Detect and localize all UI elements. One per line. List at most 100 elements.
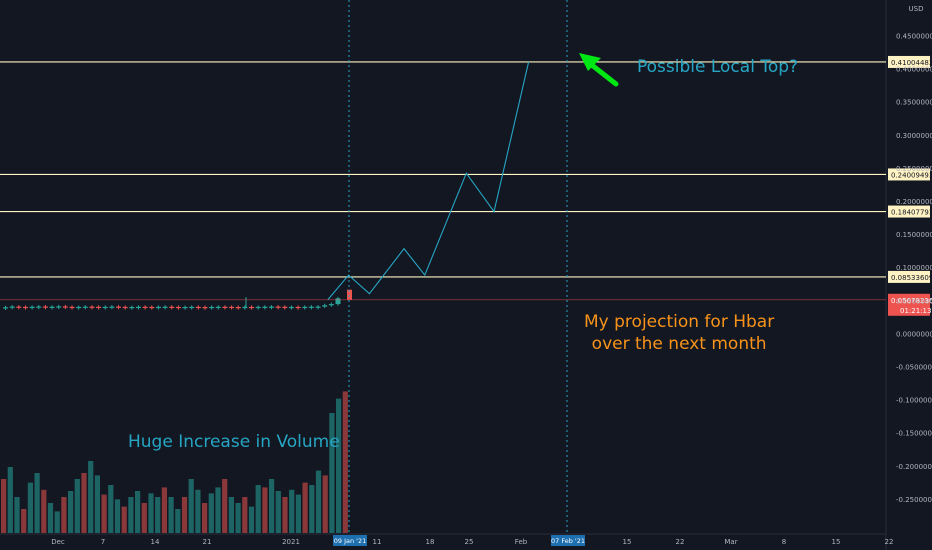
arrow-head	[579, 53, 601, 71]
x-tick-label: 22	[885, 538, 894, 546]
volume-bar	[21, 509, 27, 533]
candle	[82, 306, 88, 308]
volume-bar	[248, 506, 255, 533]
candle	[322, 305, 328, 307]
candle	[155, 306, 161, 309]
candle	[129, 306, 135, 309]
candle	[249, 306, 255, 309]
volume-bar	[228, 497, 234, 533]
currency-label: USD	[909, 5, 924, 13]
candle	[89, 306, 95, 308]
x-tick-label: 14	[151, 538, 160, 546]
volume-bar	[47, 503, 54, 533]
volume-bar	[309, 485, 315, 533]
candles	[3, 289, 352, 310]
candle	[275, 306, 281, 308]
candle	[149, 306, 155, 309]
annotation-volume: Huge Increase in Volume	[128, 432, 340, 452]
x-tick-label: 15	[623, 538, 632, 546]
candle	[102, 306, 108, 309]
candle	[302, 306, 308, 309]
candle	[255, 306, 261, 309]
volume-bar	[202, 503, 208, 533]
candle	[195, 306, 201, 309]
volume-bar	[315, 470, 322, 533]
candle	[189, 306, 195, 309]
candle	[269, 306, 274, 308]
current-price-label-bg	[888, 293, 930, 316]
x-tick-label: Dec	[51, 538, 65, 546]
candle	[42, 306, 48, 308]
volume-bar	[88, 461, 94, 533]
candle	[16, 306, 22, 308]
candle	[49, 306, 55, 308]
volume-bar	[302, 482, 308, 533]
volume-bar	[242, 497, 248, 533]
projection-path[interactable]	[327, 61, 530, 300]
time-axis[interactable]: Dec 7 14 21 2021 11 18 25 Feb 15 22 Mar 8 15 22	[51, 538, 893, 546]
volume-bar	[289, 489, 295, 533]
candle	[182, 306, 188, 309]
volume-bar	[61, 497, 67, 533]
x-tick-label: Feb	[515, 538, 528, 546]
candle	[9, 306, 15, 308]
candle	[215, 306, 221, 308]
current-price-label: 0.05078236	[891, 297, 932, 305]
x-tick-label: 7	[101, 538, 105, 546]
volume-bar	[121, 506, 127, 533]
date-marker-label-bg	[551, 535, 585, 546]
x-tick-label: 11	[373, 538, 382, 546]
candle	[335, 298, 341, 305]
volume-bar	[14, 497, 20, 533]
x-tick-label: 25	[465, 538, 474, 546]
annotation-projection: My projection for Hbar over the next mon…	[584, 311, 774, 355]
volume-bar	[168, 497, 174, 533]
candle	[347, 289, 352, 300]
horizontal-levels[interactable]: 0.41004483 0.24009493 0.18407793 0.08533609…	[0, 55, 932, 316]
volume-bar	[135, 491, 141, 533]
volume-bar	[7, 467, 13, 533]
volume-bar	[342, 391, 348, 533]
volume-bar	[128, 497, 134, 533]
candle	[209, 306, 215, 309]
vertical-markers: 09 Jan '21 07 Feb '21	[333, 0, 585, 546]
candle	[62, 306, 68, 308]
candle	[282, 306, 288, 308]
volume-bar	[161, 487, 167, 533]
x-tick-label: 21	[203, 538, 212, 546]
volume-bar	[54, 511, 60, 533]
candle	[69, 306, 75, 309]
level-label: 0.08533609	[891, 274, 932, 282]
annotation-projection-line1: My projection for Hbar	[584, 312, 775, 332]
candle	[315, 306, 321, 308]
candle	[36, 306, 42, 308]
candle	[29, 306, 35, 308]
volume-bars	[1, 391, 348, 533]
volume-bar	[215, 487, 221, 533]
candle	[242, 306, 248, 309]
volume-bar	[235, 503, 241, 533]
level-label-bg	[888, 168, 930, 181]
x-tick-label: 15	[832, 538, 841, 546]
green-arrow-icon	[579, 53, 619, 87]
projection-line	[327, 61, 530, 300]
volume-bar	[181, 497, 188, 533]
candle	[328, 304, 334, 306]
level-label: 0.18407793	[891, 209, 932, 217]
countdown-label: 01:21:13	[900, 307, 931, 315]
level-label: 0.41004483	[891, 59, 932, 67]
